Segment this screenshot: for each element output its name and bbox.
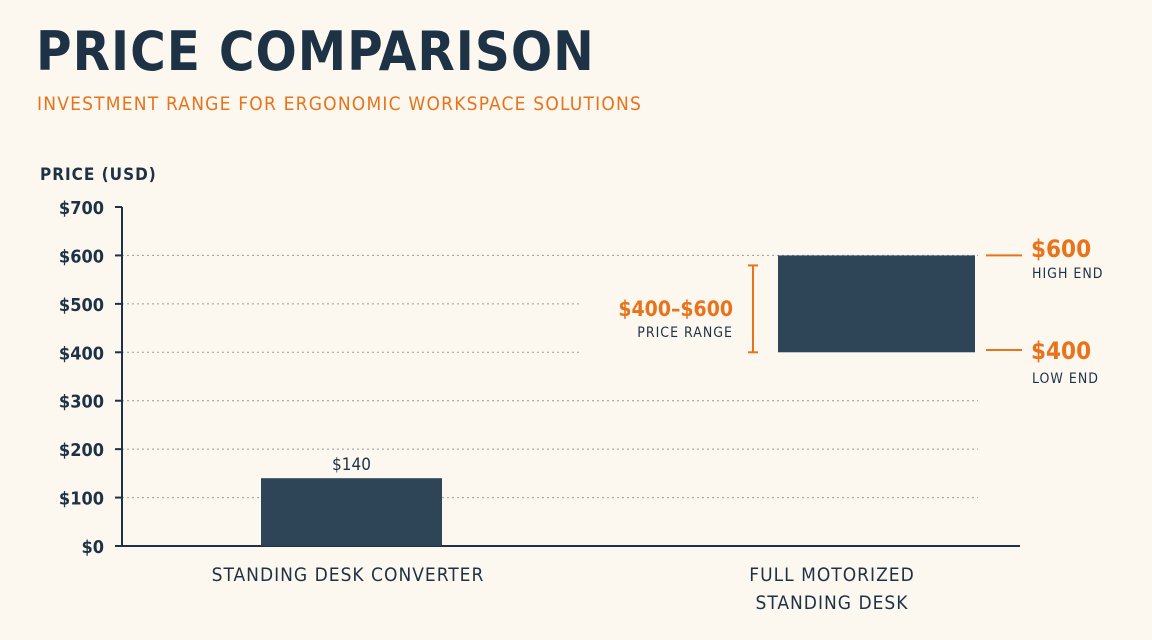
category-label: FULL MOTORIZED — [749, 564, 915, 586]
bar — [261, 478, 442, 546]
y-tick-label: $700 — [59, 198, 104, 219]
y-axis-title: PRICE (USD) — [40, 165, 157, 185]
y-tick-label: $600 — [59, 246, 104, 267]
category-label: STANDING DESK CONVERTER — [212, 564, 485, 586]
low-label: LOW END — [1032, 371, 1099, 387]
bar — [778, 255, 975, 353]
y-tick-label: $300 — [59, 392, 104, 413]
high-value: $600 — [1031, 235, 1091, 263]
y-tick-label: $400 — [59, 343, 104, 364]
y-tick-label: $100 — [59, 489, 104, 510]
low-value: $400 — [1031, 337, 1091, 365]
y-tick-label: $200 — [59, 440, 104, 461]
y-tick-label: $0 — [81, 537, 104, 558]
range-label: PRICE RANGE — [637, 325, 733, 341]
category-label: STANDING DESK — [756, 592, 909, 614]
chart-title: PRICE COMPARISON — [36, 20, 595, 83]
range-value: $400–$600 — [618, 297, 733, 321]
bar-value-label: $140 — [332, 455, 371, 475]
high-label: HIGH END — [1032, 266, 1104, 282]
y-tick-label: $500 — [59, 295, 104, 316]
chart-subtitle: INVESTMENT RANGE FOR ERGONOMIC WORKSPACE… — [37, 93, 643, 115]
